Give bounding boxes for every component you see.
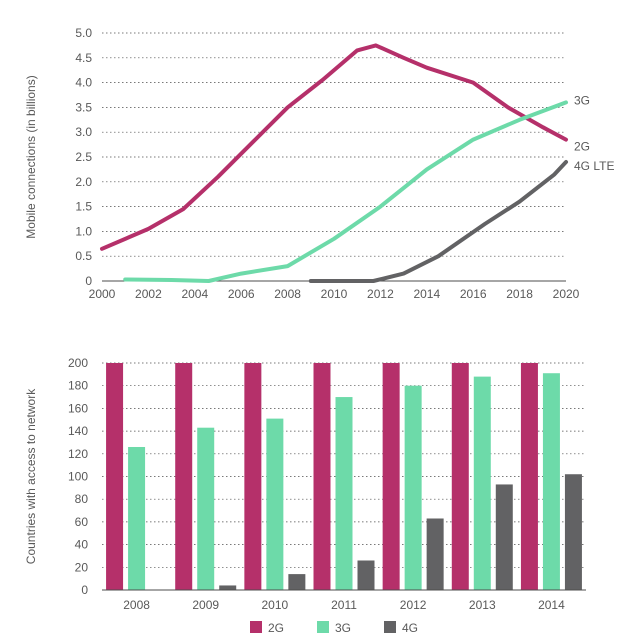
y-tick-label: 4.5 [75, 51, 92, 65]
x-tick-label: 2012 [400, 598, 427, 612]
x-tick-label: 2000 [89, 287, 116, 301]
y-tick-label: 100 [68, 470, 88, 484]
bar-4g-2014 [564, 474, 582, 590]
legend-label: 3G [335, 621, 351, 635]
y-tick-label: 0.5 [75, 249, 92, 263]
x-tick-label: 2004 [181, 287, 208, 301]
bar-3g-2013 [473, 376, 491, 590]
x-tick-label: 2006 [228, 287, 255, 301]
y-tick-label: 20 [75, 560, 89, 574]
series-line-3g [123, 100, 568, 283]
y-tick-label: 60 [75, 515, 89, 529]
y-tick-label: 0 [85, 274, 92, 288]
y-axis-title: Countries with access to network [24, 388, 38, 564]
series-line-4g-lte [308, 160, 568, 283]
legend-swatch-3g [317, 621, 329, 633]
y-tick-label: 4.0 [75, 76, 92, 90]
x-tick-label: 2013 [469, 598, 496, 612]
x-tick-label: 2009 [192, 598, 219, 612]
bar-4g-2012 [426, 518, 444, 590]
y-tick-label: 3.5 [75, 100, 92, 114]
bar-4g-2010 [288, 574, 306, 590]
x-tick-label: 2014 [538, 598, 565, 612]
y-tick-label: 3.0 [75, 125, 92, 139]
line-chart-connections: 0 0.5 1.0 1.5 2.0 2.5 3.0 3.5 4.0 4.5 5.0 2000 2002 2… [24, 26, 614, 301]
y-tick-label: 1.5 [75, 200, 92, 214]
bar-2g-2009 [175, 363, 193, 590]
x-tick-label: 2008 [274, 287, 301, 301]
bar-3g-2009 [197, 427, 215, 590]
bar-3g-2008 [128, 446, 146, 590]
y-axis-title: Mobile connections (in billions) [24, 75, 38, 238]
y-tick-label: 200 [68, 356, 88, 370]
x-tick-label: 2018 [506, 287, 533, 301]
y-tick-label: 80 [75, 492, 89, 506]
legend-label: 4G [402, 621, 418, 635]
y-tick-label: 5.0 [75, 26, 92, 40]
x-tick-label: 2012 [367, 287, 394, 301]
y-tick-label: 2.0 [75, 175, 92, 189]
bar-2g-2010 [244, 363, 262, 590]
legend-label: 2G [268, 621, 284, 635]
series-line-2g [100, 43, 568, 251]
bar-3g-2010 [266, 418, 284, 590]
bar-2g-2014 [520, 363, 538, 590]
bar-2g-2013 [451, 363, 469, 590]
y-tick-label: 140 [68, 424, 88, 438]
bar-4g-2013 [495, 484, 513, 590]
series-label: 2G [574, 140, 590, 154]
y-tick-label: 40 [75, 538, 89, 552]
x-tick-label: 2010 [321, 287, 348, 301]
bar-4g-2009 [219, 585, 237, 590]
y-tick-label: 180 [68, 379, 88, 393]
series-label: 3G [574, 93, 590, 107]
y-tick-label: 120 [68, 447, 88, 461]
legend-swatch-2g [250, 621, 262, 633]
y-tick-label: 160 [68, 401, 88, 415]
bar-2g-2011 [313, 363, 331, 590]
bar-2g-2012 [382, 363, 400, 590]
x-tick-label: 2020 [553, 287, 580, 301]
series-label: 4G LTE [574, 159, 614, 173]
x-tick-label: 2016 [460, 287, 487, 301]
x-tick-label: 2008 [123, 598, 150, 612]
legend-swatch-4g [384, 621, 396, 633]
x-tick-label: 2002 [135, 287, 162, 301]
y-tick-label: 1.0 [75, 224, 92, 238]
y-tick-label: 0 [81, 583, 88, 597]
y-tick-label: 2.5 [75, 150, 92, 164]
bar-chart-countries: 0 20 40 60 80 100 120 140 160 180 200 2008 2009 2010 2… [24, 356, 586, 635]
bar-2g-2008 [106, 363, 124, 590]
x-tick-label: 2014 [413, 287, 440, 301]
bar-3g-2011 [335, 397, 353, 590]
x-tick-label: 2010 [262, 598, 289, 612]
bar-3g-2012 [404, 385, 422, 590]
bar-4g-2011 [357, 560, 375, 590]
bar-3g-2014 [542, 373, 560, 590]
x-tick-label: 2011 [331, 598, 357, 612]
